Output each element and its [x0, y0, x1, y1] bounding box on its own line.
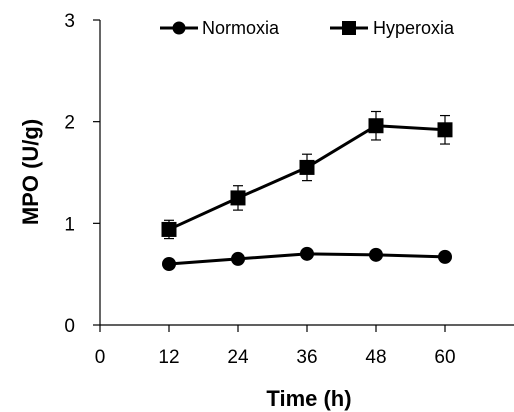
x-axis-ticks: 0 12 24 36 48 60	[95, 325, 456, 368]
x-axis-title: Time (h)	[266, 386, 351, 411]
x-tick-label: 12	[158, 347, 179, 368]
y-tick-label: 3	[64, 11, 75, 32]
x-tick-label: 24	[227, 347, 249, 368]
legend-label: Normoxia	[202, 18, 280, 38]
data-point-square	[230, 190, 246, 206]
data-point-circle	[162, 257, 176, 271]
data-point-circle	[438, 249, 452, 264]
series-hyperoxia	[161, 110, 453, 240]
data-point-square	[161, 221, 177, 237]
x-tick-label: 48	[365, 347, 386, 368]
x-tick-label: 36	[296, 347, 317, 368]
y-axis-ticks: 0 1 2 3	[64, 11, 100, 337]
series-normoxia	[162, 246, 452, 271]
data-point-circle	[231, 251, 245, 266]
y-tick-label: 1	[64, 214, 75, 235]
legend-marker-circle	[172, 21, 186, 35]
legend-item-hyperoxia: Hyperoxia	[330, 18, 455, 38]
legend-item-normoxia: Normoxia	[160, 18, 280, 38]
y-tick-label: 2	[64, 113, 75, 134]
data-point-square	[299, 159, 315, 175]
data-point-square	[368, 118, 384, 134]
legend-label: Hyperoxia	[373, 18, 455, 38]
data-point-circle	[300, 246, 314, 261]
series-layer	[161, 110, 453, 271]
legend: Normoxia Hyperoxia	[160, 18, 455, 38]
data-point-square	[437, 122, 453, 138]
data-point-circle	[369, 247, 383, 262]
y-tick-label: 0	[64, 316, 75, 337]
legend-marker-square	[342, 21, 356, 35]
x-tick-label: 60	[434, 347, 455, 368]
x-tick-label: 0	[95, 347, 106, 368]
y-axis-title: MPO (U/g)	[18, 119, 43, 225]
